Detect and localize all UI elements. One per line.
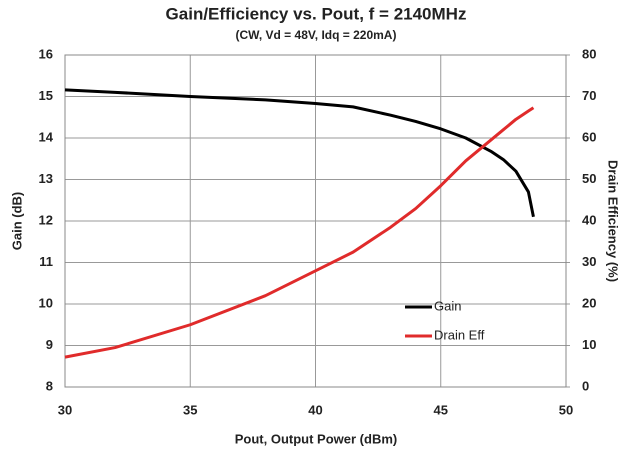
y2-tick-label: 30: [582, 254, 596, 269]
y2-tick-label: 50: [582, 171, 596, 186]
plot-frame: [64, 54, 567, 388]
y2-tick-label: 0: [582, 378, 589, 393]
y-tick-label: 9: [46, 337, 53, 352]
y2-tick-label: 60: [582, 129, 596, 144]
y2-tick-label: 40: [582, 212, 596, 227]
y-tick-label: 13: [39, 171, 53, 186]
y2-tick-label: 20: [582, 295, 596, 310]
x-axis-title: Pout, Output Power (dBm): [235, 431, 397, 446]
y-tick-label: 8: [46, 378, 53, 393]
y2-tick-label: 80: [582, 46, 596, 61]
x-tick-label: 50: [559, 402, 573, 417]
y-tick-label: 11: [39, 254, 53, 269]
y2-tick-label: 10: [582, 337, 596, 352]
y-tick-label: 12: [39, 212, 53, 227]
y-tick-label: 14: [39, 129, 54, 144]
x-tick-label: 40: [308, 402, 322, 417]
y-axis-title: Gain (dB): [9, 192, 24, 251]
series-line: [64, 88, 535, 218]
x-tick-label: 30: [58, 402, 72, 417]
y-tick-label: 15: [39, 88, 53, 103]
y2-tick-label: 70: [582, 88, 596, 103]
legend-label: Gain: [434, 298, 461, 313]
y-tick-label: 16: [39, 46, 53, 61]
legend-label: Drain Eff: [434, 327, 485, 342]
x-tick-label: 35: [183, 402, 197, 417]
y2-axis-title: Drain Efficiency (%): [606, 160, 621, 282]
chart-subtitle: (CW, Vd = 48V, Idq = 220mA): [236, 28, 397, 42]
x-tick-label: 45: [434, 402, 448, 417]
y-tick-label: 10: [39, 295, 53, 310]
series-line: [64, 106, 535, 359]
chart-title: Gain/Efficiency vs. Pout, f = 2140MHz: [166, 4, 467, 23]
